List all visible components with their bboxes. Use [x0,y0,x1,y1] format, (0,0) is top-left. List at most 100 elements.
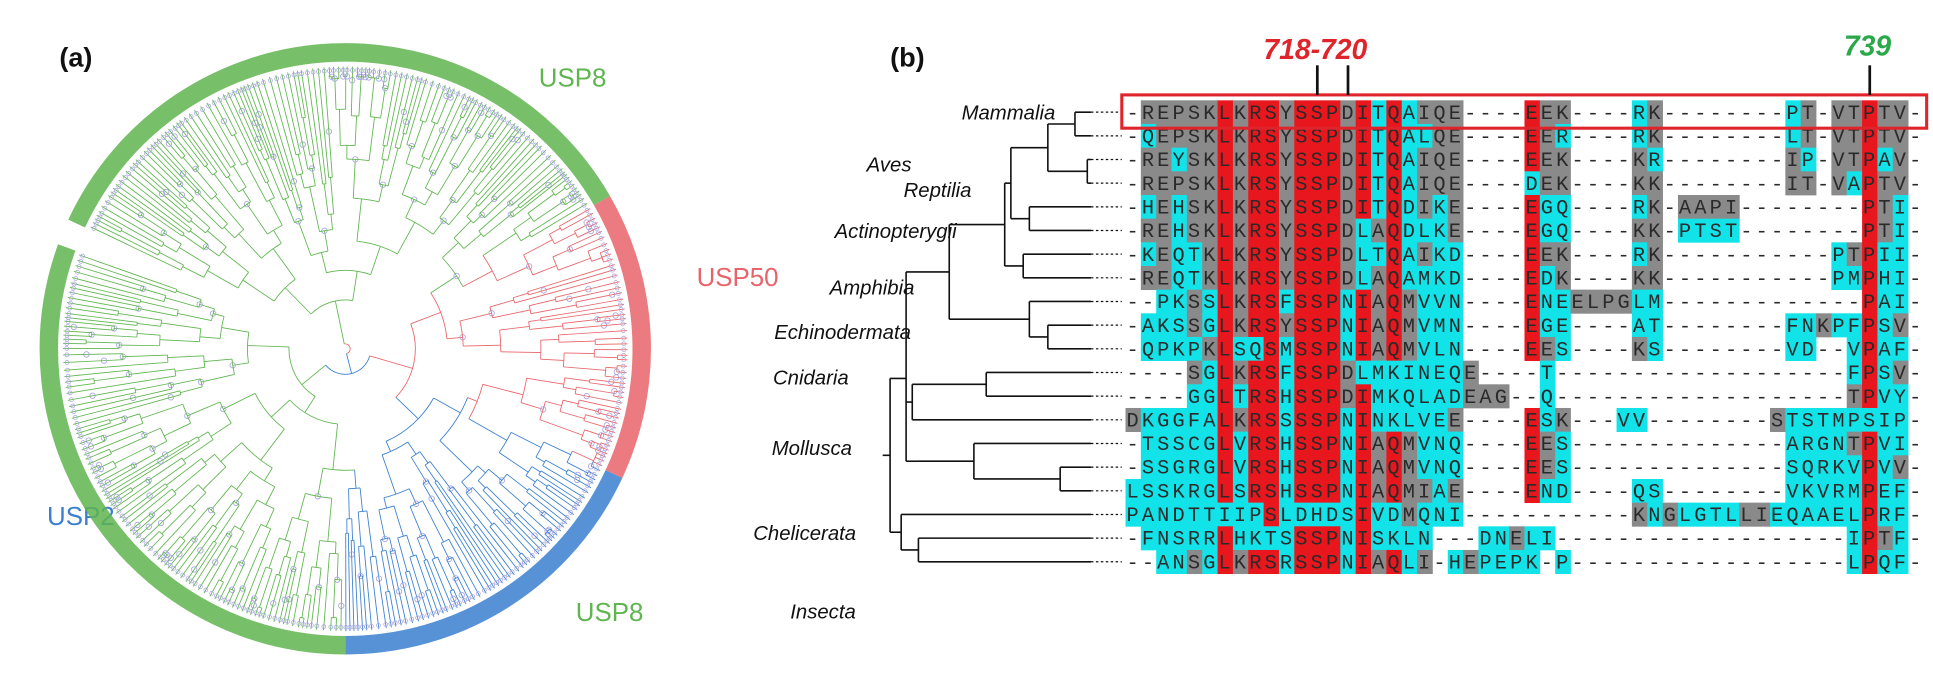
tip [418,78,424,84]
branch [468,506,520,572]
branch [156,138,183,168]
branch [462,270,493,287]
residue-cell [1340,289,1357,314]
residue-cell [1371,407,1387,433]
residue-cell [1294,194,1311,220]
residue-cell [1524,289,1541,314]
branch [519,184,549,209]
branch [252,156,267,183]
branch [240,201,251,210]
tip [192,581,198,586]
residue-cell [1677,502,1694,527]
branch [497,535,524,569]
branch [378,159,385,185]
node [179,170,187,177]
residue-cell [1263,313,1280,338]
residue-cell [1140,100,1157,125]
tip [571,187,577,193]
node [290,178,298,185]
residue-cell [1447,336,1464,362]
alignment: -REPSKLKRSYSSPDITQAIQE----EEK----RK-----… [1125,100,1921,575]
tip [615,291,621,296]
tip [176,123,182,128]
tip [573,190,579,196]
node [113,493,120,500]
branch [227,176,240,193]
residue-cell [1831,313,1848,338]
branch [442,257,464,287]
node [232,499,240,506]
residue-cell [1862,336,1878,362]
tip [171,565,177,571]
residue-cell [1631,194,1648,220]
clade-arc [593,195,651,478]
branch [293,181,303,207]
residue-cell [1478,549,1495,575]
branch [526,377,564,385]
branch [520,234,531,242]
residue-cell [1232,455,1249,480]
residue-cell [1324,455,1341,480]
branch [550,168,563,179]
node [149,445,156,452]
node [445,555,453,563]
branch [148,509,169,528]
branch [117,311,119,316]
branch [149,254,182,271]
branch [540,318,552,322]
residue-cell [1294,407,1311,433]
branch [513,216,532,230]
residue-cell [1278,478,1295,504]
tip [222,597,228,603]
tip [618,384,624,390]
residue-cell [1324,218,1341,243]
branch [453,220,472,239]
branch [191,198,223,230]
branch [419,89,431,121]
residue-cell [1217,526,1234,551]
branch [467,168,474,173]
branch [182,234,205,250]
branch [348,565,351,632]
branch [427,480,448,512]
tip [168,129,174,135]
residue-cell [1386,265,1403,291]
branch [249,597,253,605]
tip [321,68,327,74]
residue-cell [1631,123,1648,149]
branch [439,440,473,473]
residue-cell [1278,336,1295,362]
residue-cell [1171,289,1188,314]
branch [108,419,111,424]
tip [75,269,80,275]
branch [112,187,168,226]
branch [434,137,454,174]
branch [103,359,123,362]
tip [91,465,96,471]
residue-cell [1831,478,1848,504]
residue-cell [1862,242,1878,267]
node [603,422,610,429]
tip [377,70,382,75]
residue-cell [1294,526,1311,551]
branch [72,277,126,292]
residue-cell [1248,478,1264,504]
residue-cell [1232,194,1249,220]
branch [68,291,124,304]
node [256,124,264,131]
residue-cell [1232,478,1249,504]
residue-cell [1232,218,1249,243]
tip [621,341,627,347]
residue-cell [1355,313,1372,338]
node [328,73,335,80]
residue-cell [1816,478,1832,504]
branch [467,586,475,601]
tip [217,97,222,103]
residue-cell [1156,455,1172,480]
branch [214,500,235,527]
highlight-box [1120,93,1929,130]
branch [451,116,462,137]
branch [218,581,224,591]
residue-cell [1524,313,1541,338]
